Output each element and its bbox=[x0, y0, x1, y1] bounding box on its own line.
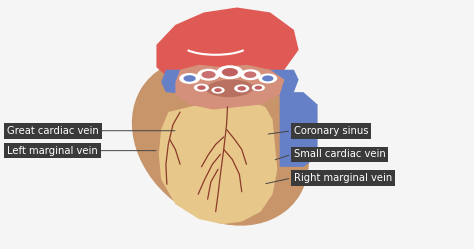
Circle shape bbox=[240, 69, 261, 80]
Circle shape bbox=[179, 73, 200, 84]
Polygon shape bbox=[280, 92, 318, 167]
Circle shape bbox=[214, 88, 222, 92]
Polygon shape bbox=[159, 100, 277, 224]
Ellipse shape bbox=[132, 58, 309, 226]
Polygon shape bbox=[161, 70, 299, 97]
Polygon shape bbox=[156, 7, 299, 87]
Text: Small cardiac vein: Small cardiac vein bbox=[294, 149, 386, 159]
Circle shape bbox=[197, 85, 206, 90]
Circle shape bbox=[237, 86, 246, 91]
Circle shape bbox=[194, 84, 209, 92]
Text: Left marginal vein: Left marginal vein bbox=[7, 146, 98, 156]
Ellipse shape bbox=[206, 80, 254, 97]
Text: Right marginal vein: Right marginal vein bbox=[294, 173, 392, 183]
Circle shape bbox=[255, 86, 262, 90]
Circle shape bbox=[183, 75, 196, 82]
Circle shape bbox=[234, 84, 249, 92]
Circle shape bbox=[197, 69, 220, 81]
Circle shape bbox=[252, 84, 265, 91]
Circle shape bbox=[222, 68, 238, 76]
Circle shape bbox=[211, 87, 225, 94]
Circle shape bbox=[258, 73, 277, 83]
Circle shape bbox=[217, 65, 243, 79]
Circle shape bbox=[244, 71, 256, 78]
Polygon shape bbox=[175, 65, 284, 110]
Text: Great cardiac vein: Great cardiac vein bbox=[7, 126, 99, 136]
Circle shape bbox=[262, 75, 273, 81]
Text: Coronary sinus: Coronary sinus bbox=[294, 126, 368, 136]
Circle shape bbox=[201, 71, 216, 78]
